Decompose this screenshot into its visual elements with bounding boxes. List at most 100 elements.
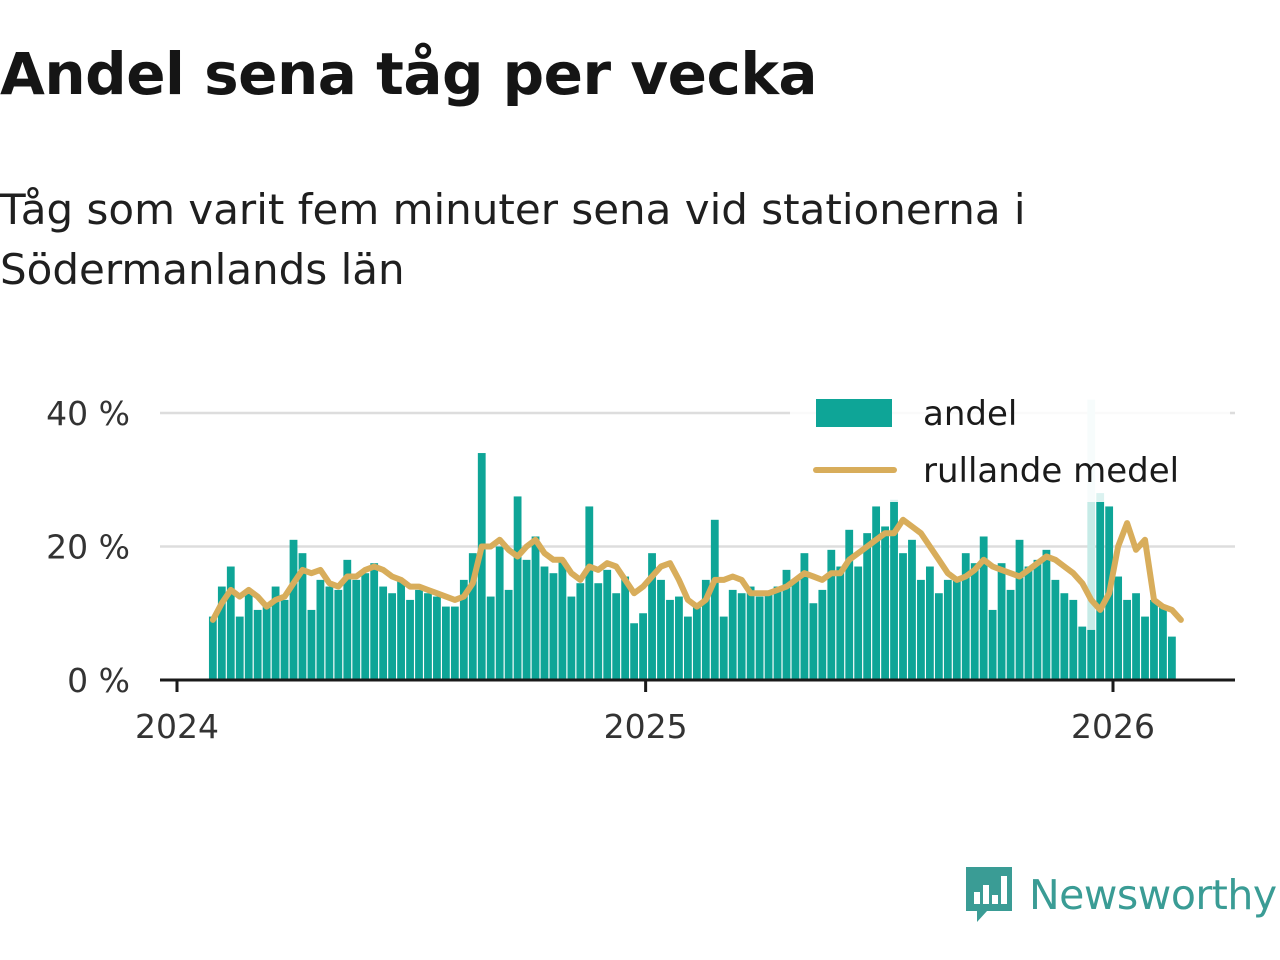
- bar: [280, 599, 289, 680]
- chart-subtitle: Tåg som varit fem minuter sena vid stati…: [0, 185, 1026, 294]
- y-tick-label: 20 %: [46, 528, 130, 567]
- bar: [818, 589, 827, 680]
- bar: [352, 579, 361, 680]
- bar: [988, 609, 997, 680]
- bar: [486, 596, 495, 680]
- bar: [737, 593, 746, 680]
- brand: Newsworthy: [963, 862, 1277, 928]
- bar: [235, 616, 244, 680]
- bar: [1060, 593, 1069, 680]
- bar: [244, 593, 253, 680]
- bar: [746, 586, 755, 680]
- bar: [540, 566, 549, 680]
- bar: [979, 536, 988, 680]
- bar: [1114, 576, 1123, 680]
- bar: [701, 579, 710, 680]
- bar: [755, 596, 764, 680]
- bar: [657, 579, 665, 680]
- bar: [298, 553, 307, 680]
- bar: [800, 553, 809, 680]
- bar: [522, 559, 531, 680]
- bar: [782, 569, 791, 680]
- bar: [1087, 629, 1096, 680]
- bar: [1006, 589, 1015, 680]
- bar: [585, 506, 594, 680]
- bar: [433, 596, 441, 680]
- x-tick-label: 2024: [135, 707, 219, 746]
- rolling-average-line: [209, 516, 1184, 623]
- bar: [1024, 566, 1033, 680]
- bar: [558, 559, 567, 680]
- bar: [872, 506, 881, 680]
- bar: [1132, 593, 1140, 680]
- bar: [307, 609, 316, 680]
- bar: [925, 566, 934, 680]
- brand-name: Newsworthy: [1029, 871, 1277, 919]
- bar: [370, 563, 379, 680]
- bar: [504, 589, 513, 680]
- bar: [316, 579, 325, 680]
- bar: [692, 606, 701, 680]
- bar: [450, 606, 459, 680]
- bar: [809, 603, 818, 680]
- bar: [890, 499, 898, 680]
- bar: [549, 573, 558, 680]
- bar: [1150, 599, 1158, 680]
- bar: [1168, 636, 1176, 680]
- legend-swatch-andel: [816, 399, 892, 427]
- bar: [1033, 559, 1042, 680]
- bar: [845, 529, 854, 680]
- bar: [1042, 549, 1051, 680]
- bar: [1096, 493, 1105, 680]
- bar: [1141, 616, 1149, 680]
- bar: [961, 553, 970, 680]
- bar: [594, 583, 603, 680]
- bar: [289, 539, 298, 680]
- x-axis: 2024 2025 2026: [135, 678, 1235, 746]
- bar: [226, 566, 235, 680]
- late-trains-chart: 0 % 20 % 40 % 2024 2025 2026 andel rullande m…: [46, 382, 1235, 746]
- bar: [271, 586, 280, 680]
- bar: [908, 539, 916, 680]
- bar: [1078, 626, 1087, 680]
- line-series: [209, 516, 1184, 623]
- bar: [917, 579, 925, 680]
- bar: [773, 586, 782, 680]
- bar: [970, 563, 979, 680]
- bar: [612, 593, 621, 680]
- bar: [361, 573, 370, 680]
- bar: [630, 623, 639, 680]
- y-tick-label: 0 %: [67, 661, 130, 700]
- bar: [217, 586, 226, 680]
- legend: andel rullande medel: [790, 382, 1230, 502]
- bar: [379, 586, 388, 680]
- bar-partial: [1087, 399, 1096, 680]
- bar: [468, 553, 477, 680]
- bar: [495, 546, 504, 680]
- chart-title: Andel sena tåg per vecka: [0, 40, 818, 108]
- bar: [603, 569, 612, 680]
- bar: [675, 596, 683, 680]
- bar: [477, 453, 486, 680]
- bar: [1159, 606, 1167, 680]
- bar: [1069, 599, 1078, 680]
- bar: [621, 576, 630, 680]
- bar: [854, 566, 863, 680]
- bar: [406, 599, 414, 680]
- bar: [531, 536, 540, 680]
- bar: [397, 579, 405, 680]
- y-tick-label: 40 %: [46, 394, 130, 433]
- bar: [666, 599, 674, 680]
- bar: [764, 593, 773, 680]
- x-tick-label: 2026: [1071, 707, 1155, 746]
- bar: [388, 593, 397, 680]
- bar: [459, 579, 468, 680]
- bar: [441, 606, 450, 680]
- bar: [262, 606, 271, 680]
- legend-label-rullande-medel: rullande medel: [923, 451, 1179, 491]
- bar: [325, 586, 334, 680]
- bar: [567, 596, 576, 680]
- bar: [863, 533, 872, 680]
- bar: [334, 589, 343, 680]
- bar: [576, 583, 585, 680]
